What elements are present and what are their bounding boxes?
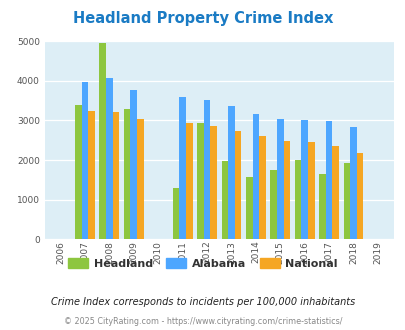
Bar bbox=[258, 136, 265, 239]
Bar bbox=[197, 123, 203, 239]
Bar bbox=[356, 153, 362, 239]
Bar bbox=[332, 146, 338, 239]
Bar bbox=[112, 112, 119, 239]
Text: Crime Index corresponds to incidents per 100,000 inhabitants: Crime Index corresponds to incidents per… bbox=[51, 297, 354, 307]
Bar bbox=[75, 105, 81, 239]
Bar bbox=[283, 141, 290, 239]
Text: Headland Property Crime Index: Headland Property Crime Index bbox=[72, 11, 333, 26]
Bar bbox=[81, 82, 88, 239]
Bar bbox=[172, 188, 179, 239]
Bar bbox=[99, 43, 106, 239]
Bar bbox=[350, 127, 356, 239]
Legend: Headland, Alabama, National: Headland, Alabama, National bbox=[64, 254, 341, 273]
Text: © 2025 CityRating.com - https://www.cityrating.com/crime-statistics/: © 2025 CityRating.com - https://www.city… bbox=[64, 317, 341, 326]
Bar bbox=[185, 123, 192, 239]
Bar bbox=[318, 174, 325, 239]
Bar bbox=[137, 119, 143, 239]
Bar bbox=[252, 114, 258, 239]
Bar bbox=[343, 163, 350, 239]
Bar bbox=[210, 126, 216, 239]
Bar bbox=[294, 160, 301, 239]
Bar bbox=[228, 106, 234, 239]
Bar bbox=[307, 142, 314, 239]
Bar bbox=[130, 90, 137, 239]
Bar bbox=[106, 78, 112, 239]
Bar bbox=[276, 119, 283, 239]
Bar bbox=[234, 131, 241, 239]
Bar bbox=[203, 100, 210, 239]
Bar bbox=[325, 121, 332, 239]
Bar bbox=[88, 111, 95, 239]
Bar bbox=[221, 161, 228, 239]
Bar bbox=[124, 109, 130, 239]
Bar bbox=[245, 178, 252, 239]
Bar bbox=[179, 97, 185, 239]
Bar bbox=[301, 120, 307, 239]
Bar bbox=[270, 170, 276, 239]
